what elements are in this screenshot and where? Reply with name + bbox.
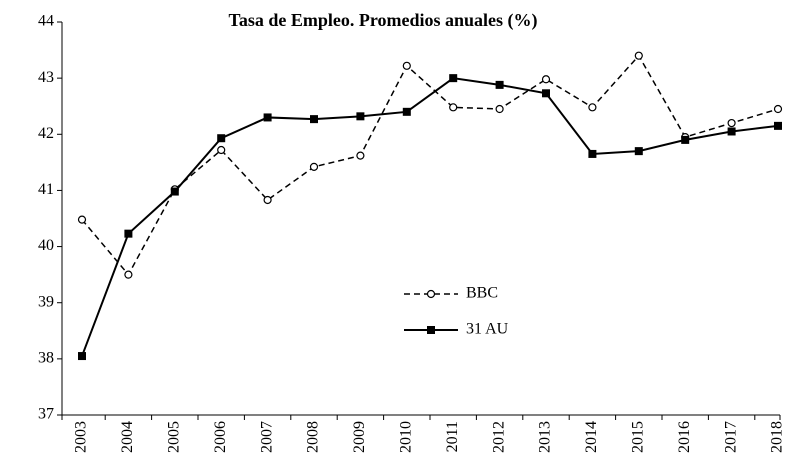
point: [263, 195, 272, 205]
point: [634, 147, 643, 156]
point: [773, 104, 783, 114]
point: [542, 89, 550, 98]
point: [634, 51, 643, 60]
y-tick-label: 40: [38, 237, 54, 254]
y-tick-label: 39: [38, 293, 54, 310]
point: [77, 215, 87, 224]
x-tick-label: 2009: [351, 421, 368, 453]
point: [681, 135, 690, 144]
legend-marker: [426, 289, 436, 299]
x-tick-label: 2004: [119, 421, 136, 453]
point: [310, 115, 318, 124]
y-tick-label: 44: [38, 13, 54, 30]
point: [124, 270, 133, 279]
point: [78, 352, 86, 361]
x-tick-label: 2011: [444, 421, 461, 452]
x-tick-label: 2007: [258, 421, 275, 453]
legend-label: BBC: [466, 285, 498, 302]
point: [356, 112, 365, 121]
point: [402, 107, 411, 116]
x-tick-label: 2015: [629, 421, 646, 453]
point: [217, 145, 226, 155]
point: [541, 75, 551, 84]
point: [727, 127, 736, 136]
x-tick-label: 2014: [583, 421, 600, 453]
point: [309, 162, 319, 171]
point: [495, 80, 504, 89]
x-tick-label: 2010: [397, 421, 414, 453]
point: [727, 118, 736, 128]
series-line: [81, 54, 779, 276]
point: [449, 103, 458, 112]
point: [124, 229, 133, 238]
x-tick-label: 2013: [537, 421, 554, 453]
y-tick-label: 41: [38, 181, 54, 198]
point: [356, 151, 365, 160]
point: [170, 187, 179, 196]
x-tick-label: 2003: [73, 421, 90, 453]
y-tick-label: 38: [38, 350, 54, 367]
y-tick-label: 42: [38, 125, 54, 142]
x-tick-label: 2012: [490, 421, 507, 453]
x-tick-label: 2016: [676, 421, 693, 453]
point: [495, 104, 504, 114]
x-tick-label: 2006: [212, 421, 229, 453]
point: [588, 149, 597, 158]
legend-label: 31 AU: [466, 321, 509, 338]
point: [263, 113, 272, 122]
x-tick-label: 2005: [165, 421, 182, 453]
x-tick-label: 2017: [722, 421, 739, 453]
point: [402, 61, 411, 70]
point: [449, 74, 458, 83]
y-tick-label: 43: [38, 69, 54, 86]
chart-title: Tasa de Empleo. Promedios anuales (%): [228, 10, 537, 31]
point: [774, 121, 782, 130]
y-tick-label: 37: [38, 406, 54, 423]
legend-marker: [427, 326, 435, 334]
x-tick-label: 2018: [769, 421, 786, 453]
x-tick-label: 2008: [305, 421, 322, 453]
series-line: [81, 77, 779, 357]
point: [217, 134, 226, 143]
legend: BBC 31 AU: [404, 285, 509, 338]
point: [588, 103, 597, 112]
